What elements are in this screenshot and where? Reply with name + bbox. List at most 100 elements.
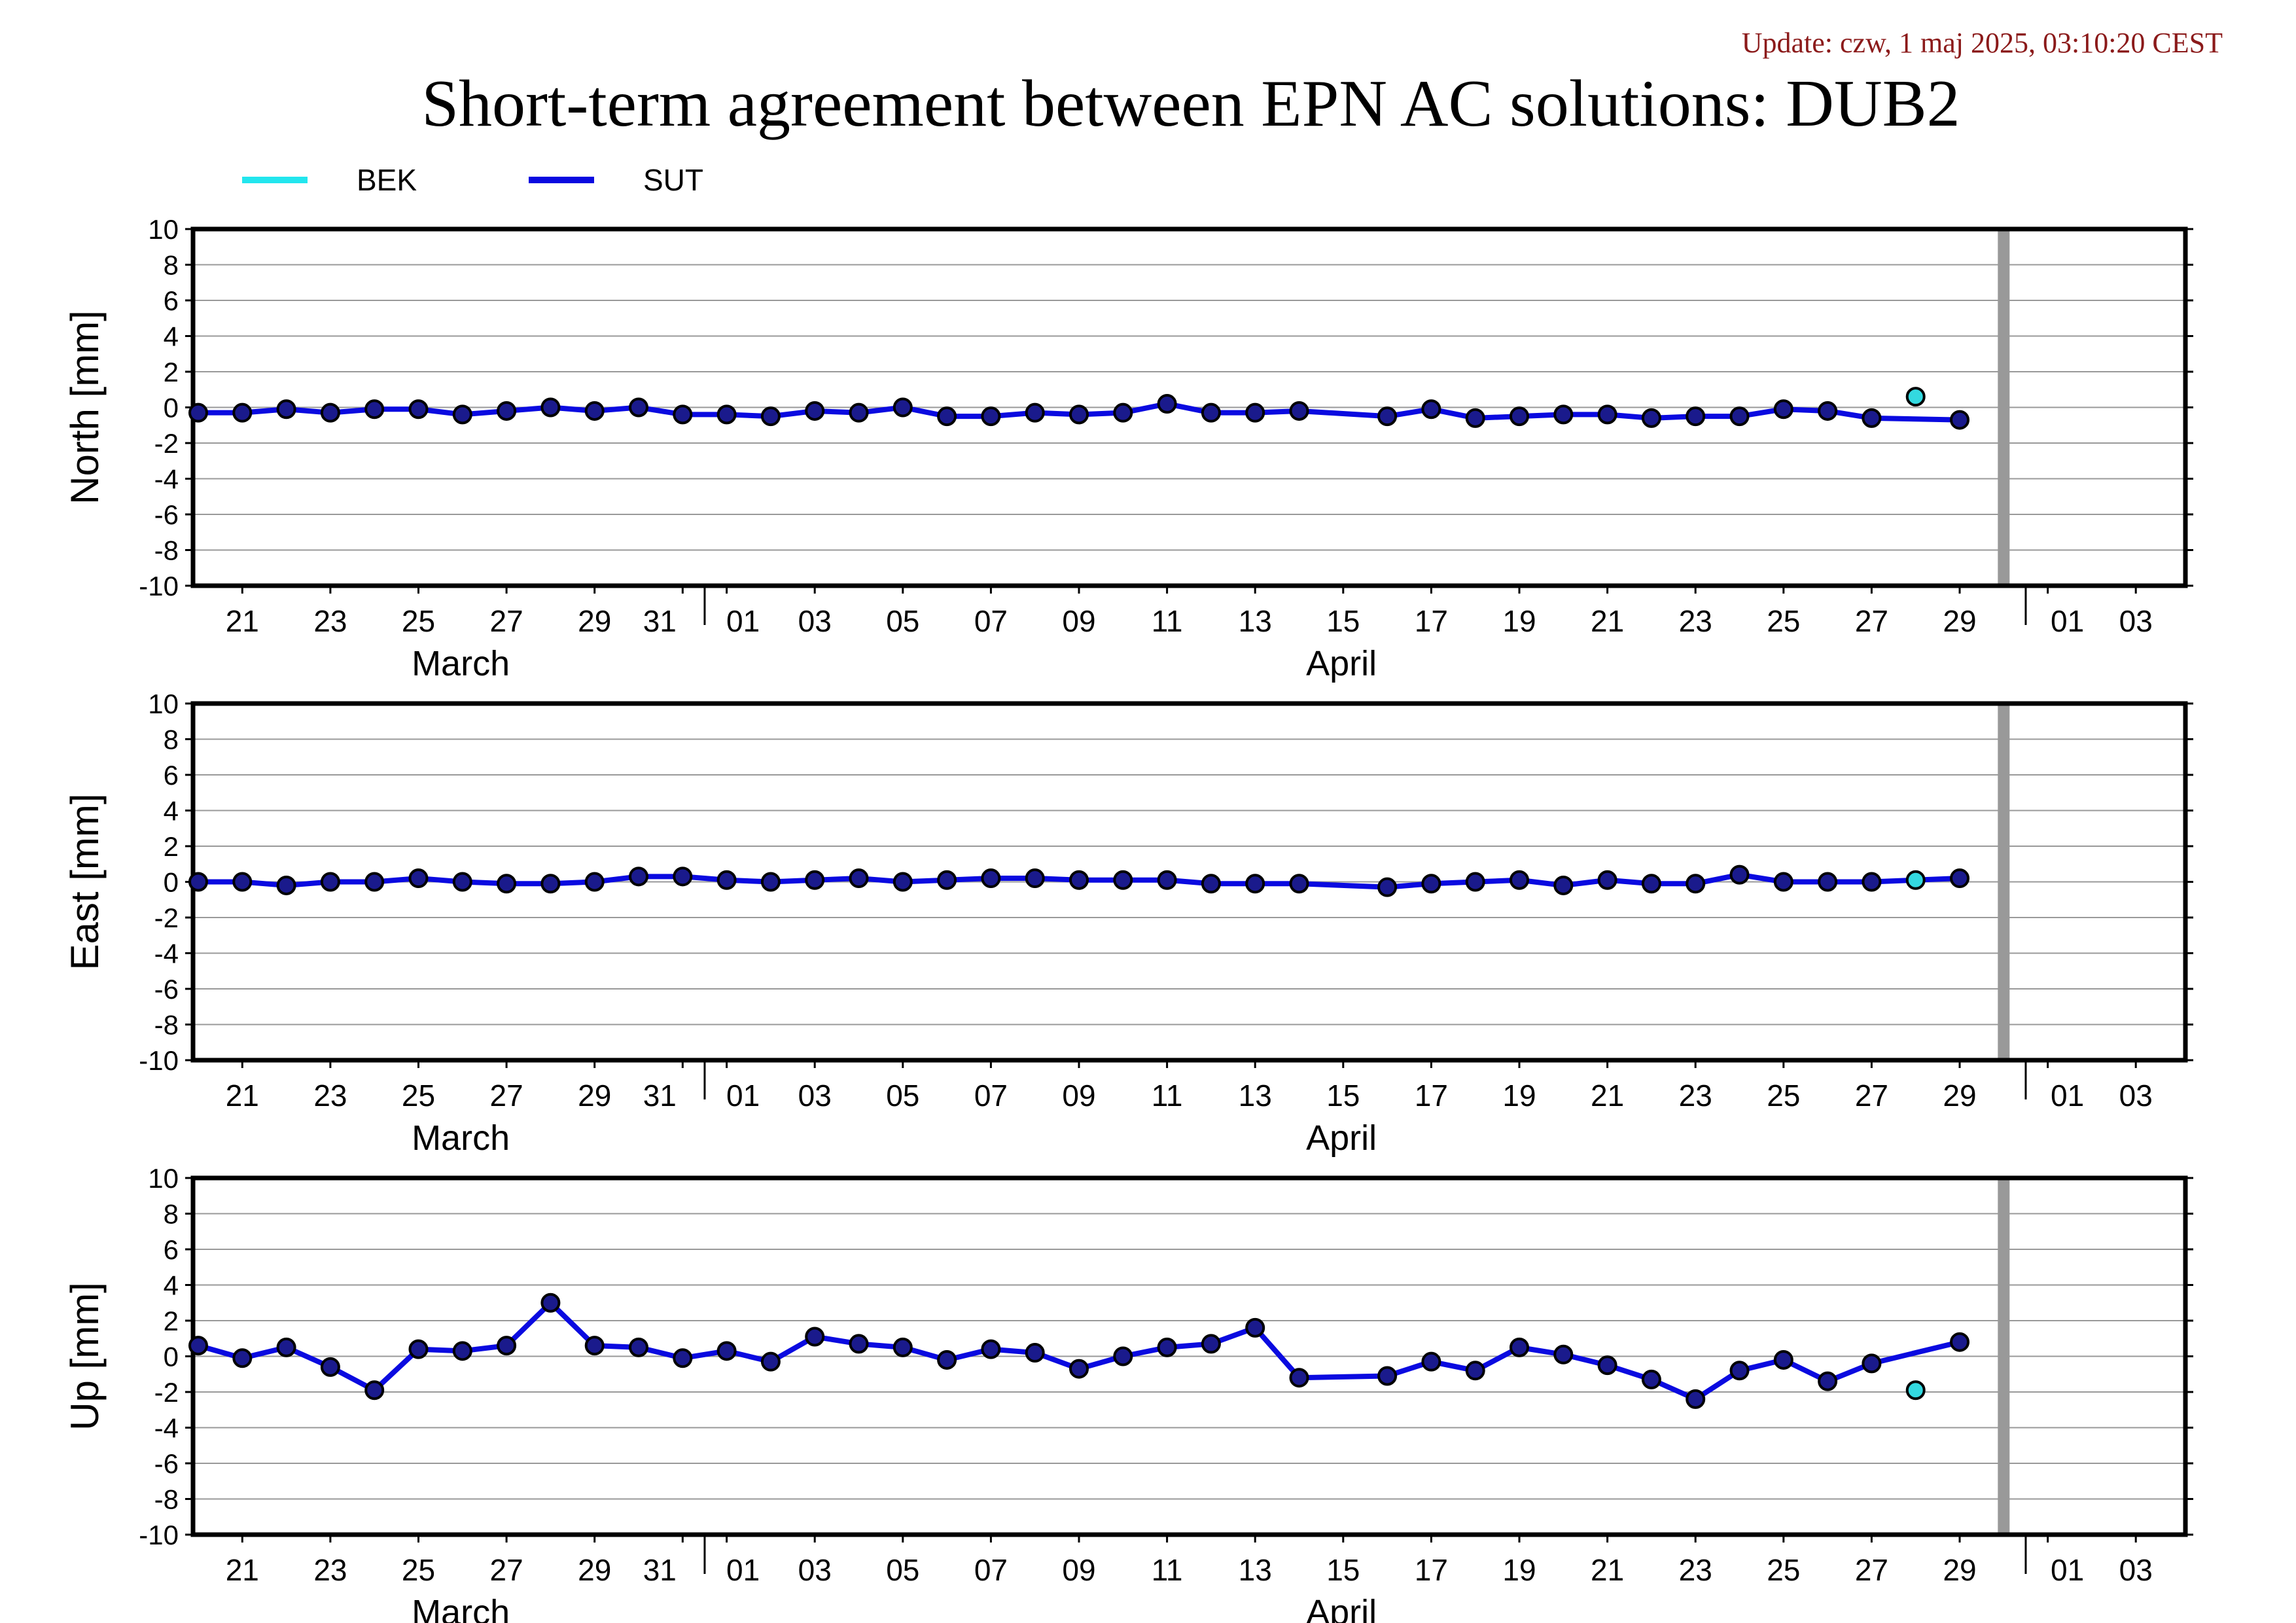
chart-panel-3: -10 -8 -6 -4 -2 0 2 4 6 8 10 Up [mm] 21 23 25 27 29 31 01 0… — [63, 1163, 2193, 1623]
data-point-sut — [1201, 402, 1221, 423]
x-tick-label: 27 — [1855, 1079, 1888, 1113]
data-point-sut — [760, 872, 781, 892]
data-point-sut — [1421, 399, 1441, 419]
x-tick-label: 01 — [2051, 604, 2084, 638]
data-point-sut — [1289, 1368, 1309, 1388]
x-tick-label: 09 — [1062, 604, 1095, 638]
y-tick-label: -6 — [154, 1448, 179, 1479]
data-point-sut — [716, 870, 737, 890]
data-point-sut — [188, 872, 208, 892]
data-point-sut — [1157, 870, 1177, 890]
data-point-sut — [1201, 874, 1221, 894]
x-tick-label: 17 — [1415, 1553, 1448, 1587]
x-tick-label: 29 — [578, 1079, 611, 1113]
data-point-sut — [408, 1339, 429, 1359]
x-tick-label: 01 — [726, 604, 760, 638]
x-tick-label: 21 — [1591, 604, 1624, 638]
data-point-sut — [1201, 1334, 1221, 1354]
x-tick-label: 03 — [2119, 604, 2153, 638]
data-point-sut — [1289, 401, 1309, 421]
x-tick-label: 13 — [1239, 1079, 1272, 1113]
y-tick-label: -2 — [154, 428, 179, 459]
data-point-sut — [892, 1337, 913, 1357]
data-point-sut — [673, 1348, 693, 1368]
data-point-sut — [320, 402, 340, 423]
data-point-sut — [1245, 1317, 1265, 1338]
data-point-sut — [1641, 874, 1661, 894]
y-tick-label: -4 — [154, 464, 179, 495]
data-point-sut — [276, 875, 296, 895]
y-tick-label: -6 — [154, 974, 179, 1005]
x-tick-label: 07 — [974, 1553, 1008, 1587]
data-point-sut — [1862, 1353, 1882, 1374]
data-point-sut — [540, 874, 561, 894]
x-tick-label: 01 — [2051, 1553, 2084, 1587]
data-point-sut — [629, 397, 648, 418]
x-tick-label: 17 — [1415, 604, 1448, 638]
data-point-sut — [1686, 1389, 1706, 1409]
data-point-sut — [1069, 1359, 1089, 1379]
data-point-sut — [1245, 874, 1265, 894]
y-tick-label: 10 — [148, 214, 179, 245]
x-tick-label: 21 — [226, 604, 259, 638]
x-tick-label: 13 — [1239, 1553, 1272, 1587]
data-point-sut — [892, 397, 913, 418]
data-point-sut — [1113, 402, 1133, 423]
data-point-sut — [497, 1336, 517, 1356]
data-point-sut — [629, 866, 648, 887]
month-label: March — [412, 1593, 510, 1623]
data-point-sut — [1773, 1349, 1793, 1370]
data-point-sut — [232, 872, 253, 892]
x-tick-label: 17 — [1415, 1079, 1448, 1113]
data-point-sut — [849, 402, 869, 423]
x-tick-label: 27 — [490, 604, 523, 638]
data-point-sut — [452, 872, 472, 892]
data-point-sut — [1377, 1366, 1398, 1386]
data-point-sut — [1245, 402, 1265, 423]
x-tick-label: 27 — [1855, 1553, 1888, 1587]
y-tick-label: -6 — [154, 499, 179, 530]
data-point-sut — [760, 406, 781, 427]
data-point-sut — [232, 1348, 253, 1368]
x-tick-label: 15 — [1326, 604, 1360, 638]
x-tick-label: 29 — [1943, 1553, 1976, 1587]
y-tick-label: -10 — [139, 1045, 179, 1076]
x-tick-label: 29 — [1943, 1079, 1976, 1113]
x-tick-label: 25 — [402, 1553, 435, 1587]
x-tick-label: 21 — [226, 1553, 259, 1587]
x-tick-label: 07 — [974, 1079, 1008, 1113]
data-point-sut — [452, 1341, 472, 1361]
data-point-sut — [805, 401, 825, 421]
y-tick-label: 4 — [164, 321, 179, 352]
data-point-sut — [1818, 401, 1838, 421]
y-tick-label: 6 — [164, 1234, 179, 1265]
data-point-sut — [1729, 865, 1750, 885]
legend-swatch-bek — [242, 177, 308, 183]
data-point-sut — [1377, 406, 1398, 427]
y-tick-label: -2 — [154, 902, 179, 933]
data-point-sut — [760, 1351, 781, 1372]
data-point-sut — [1686, 406, 1706, 427]
data-point-sut — [629, 1337, 648, 1357]
x-tick-label: 09 — [1062, 1553, 1095, 1587]
data-point-sut — [673, 404, 693, 425]
update-timestamp: Update: czw, 1 maj 2025, 03:10:20 CEST — [1741, 27, 2223, 59]
data-point-sut — [1686, 874, 1706, 894]
data-point-sut — [1510, 406, 1529, 427]
x-tick-label: 23 — [313, 604, 347, 638]
y-tick-label: 6 — [164, 285, 179, 316]
data-point-sut — [1289, 874, 1309, 894]
x-tick-label: 03 — [2119, 1553, 2153, 1587]
y-tick-label: 8 — [164, 1199, 179, 1230]
y-tick-label: 10 — [148, 688, 179, 719]
month-label: March — [412, 1118, 510, 1158]
data-point-sut — [1641, 1369, 1661, 1389]
x-tick-label: 27 — [1855, 604, 1888, 638]
x-tick-label: 19 — [1502, 604, 1536, 638]
x-tick-label: 09 — [1062, 1079, 1095, 1113]
data-point-sut — [1113, 1346, 1133, 1366]
data-point-bek — [1905, 1380, 1926, 1400]
x-tick-label: 15 — [1326, 1079, 1360, 1113]
y-tick-label: 4 — [164, 796, 179, 827]
data-point-sut — [805, 1327, 825, 1347]
